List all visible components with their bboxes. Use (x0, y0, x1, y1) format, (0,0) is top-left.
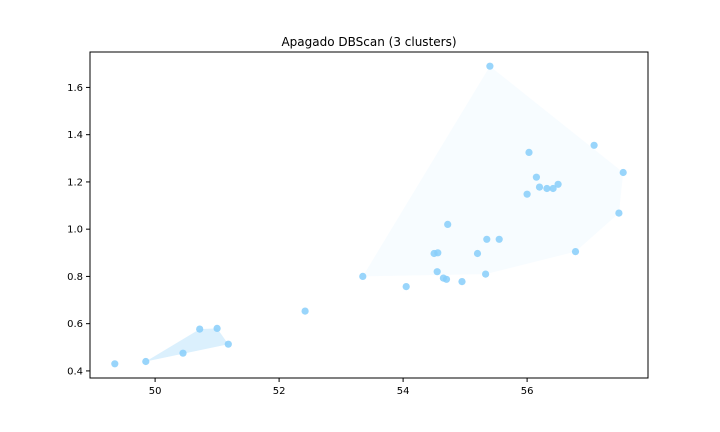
data-point (482, 270, 490, 278)
data-point (571, 248, 580, 256)
y-axis: 0.4 0.6 0.8 1.0 1.2 1.4 1.6 (67, 83, 90, 377)
data-point (458, 278, 466, 286)
cluster-hulls (145, 66, 624, 362)
data-point (111, 360, 119, 368)
y-tick-label: 1.0 (67, 225, 83, 236)
y-tick-label: 0.6 (67, 319, 83, 330)
data-point (483, 235, 491, 243)
cluster-hull (145, 328, 229, 362)
data-point (433, 268, 441, 276)
y-tick-label: 0.4 (67, 366, 83, 377)
data-point (434, 249, 442, 257)
data-point (359, 272, 367, 280)
x-tick-label: 50 (149, 386, 162, 397)
data-point (196, 325, 204, 333)
x-tick-label: 52 (273, 386, 286, 397)
data-point (142, 357, 150, 366)
data-point (486, 62, 494, 70)
data-point (442, 275, 451, 283)
x-axis: 50 52 54 56 (149, 378, 534, 397)
data-point (301, 307, 309, 315)
data-points (111, 62, 627, 368)
data-point (535, 183, 544, 191)
x-tick-label: 54 (397, 386, 410, 397)
y-tick-label: 1.6 (67, 83, 83, 94)
data-point (590, 141, 598, 149)
data-point (543, 184, 551, 193)
y-tick-label: 1.2 (67, 177, 83, 188)
data-point (532, 173, 541, 181)
cluster-hull (362, 66, 624, 277)
data-point (619, 168, 627, 177)
data-point (402, 283, 410, 291)
data-point (213, 324, 221, 332)
data-point (473, 249, 482, 258)
data-point (615, 209, 623, 217)
data-point (444, 220, 452, 228)
data-point (523, 190, 531, 198)
y-tick-label: 1.4 (67, 130, 83, 141)
chart-title: Apagado DBScan (3 clusters) (281, 35, 456, 49)
data-point (179, 349, 187, 357)
data-point (224, 340, 232, 348)
data-point (495, 235, 503, 243)
data-point (525, 148, 533, 156)
y-tick-label: 0.8 (67, 272, 83, 283)
data-point (554, 180, 562, 188)
x-tick-label: 56 (521, 386, 534, 397)
data-point (549, 184, 557, 193)
plot-area-frame (89, 51, 649, 379)
